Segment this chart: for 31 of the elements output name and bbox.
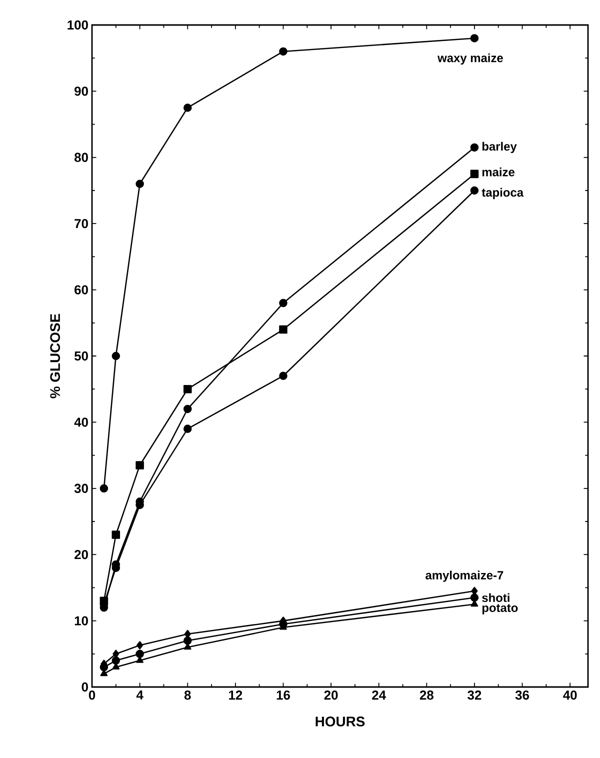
y-tick-label: 20	[74, 550, 88, 560]
series-label: tapioca	[482, 188, 524, 200]
y-tick-label: 40	[74, 418, 88, 427]
series-label: barley	[482, 142, 517, 154]
y-tick-label: 30	[74, 484, 88, 493]
x-tick-label: 16	[276, 690, 290, 700]
series-label: amylomaize-7	[426, 570, 504, 582]
x-tick-label: 36	[515, 690, 530, 700]
series-label: shoti	[482, 593, 510, 602]
x-tick-label: 20	[324, 690, 338, 700]
series-label: waxy maize	[438, 53, 503, 65]
y-tick-label: 50	[74, 351, 88, 361]
x-tick-label: 40	[563, 690, 577, 700]
x-tick-label: 4	[136, 690, 144, 700]
series-label: maize	[482, 168, 514, 176]
x-tick-label: 24	[372, 690, 386, 700]
x-tick-label: 32	[468, 690, 482, 700]
y-tick-label: 70	[74, 219, 88, 228]
x-tick-label: 8	[184, 690, 191, 700]
y-tick-label: 100	[68, 20, 88, 30]
series-label: potato	[482, 604, 518, 614]
y-axis-title: % GLUCOSE	[50, 314, 60, 398]
x-tick-label: 28	[420, 690, 434, 700]
y-tick-label: 0	[82, 682, 88, 692]
y-tick-label: 80	[74, 152, 88, 162]
y-tick-label: 10	[74, 616, 88, 626]
y-tick-label: 60	[74, 285, 88, 294]
y-tick-label: 90	[74, 86, 88, 96]
x-tick-label: 12	[229, 690, 242, 700]
x-axis-title: HOURS	[316, 716, 365, 726]
x-tick-label: 0	[88, 690, 96, 700]
